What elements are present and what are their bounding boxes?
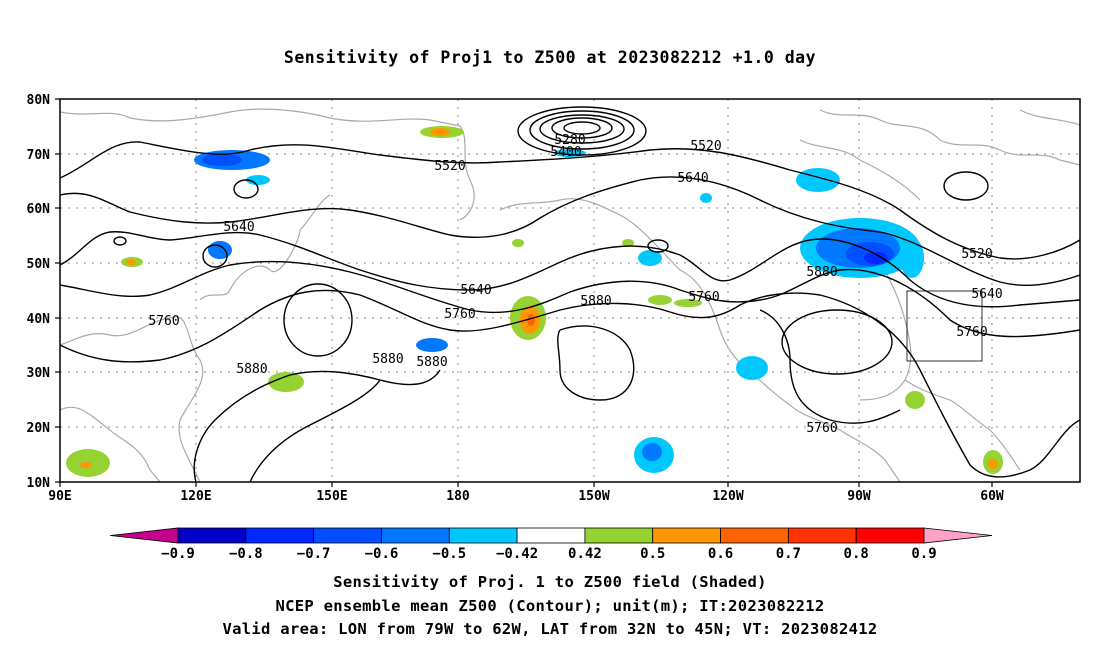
contour-label: 5880 (416, 355, 447, 370)
contour-label: 5880 (236, 362, 267, 377)
shade-blob (905, 391, 925, 409)
contour-label: 5760 (148, 314, 179, 329)
contour-label: 5400 (550, 145, 581, 160)
lon-label: 150E (316, 489, 347, 504)
colorbar-label: −0.42 (496, 546, 538, 562)
contour-label: 5640 (223, 220, 254, 235)
colorbar-segment (448, 527, 518, 544)
colorbar-label: 0.6 (708, 546, 733, 562)
contour-label: 5880 (806, 265, 837, 280)
colorbar-segment (381, 527, 450, 544)
caption-contour: NCEP ensemble mean Z500 (Contour); unit(… (275, 597, 825, 615)
shade-blob (736, 356, 768, 380)
colorbar-segment (516, 527, 586, 544)
colorbar-label: 0.8 (844, 546, 869, 562)
contour-label: 5520 (690, 139, 721, 154)
lon-label: 90E (48, 489, 71, 504)
shade-blob (900, 238, 924, 278)
shade-blob (126, 259, 136, 265)
shade-blob (642, 443, 662, 461)
shade-blob (674, 299, 702, 307)
colorbar-segment (720, 527, 789, 544)
lat-label: 70N (27, 148, 51, 163)
contour-label: 5760 (806, 421, 837, 436)
contour-label: 5880 (580, 294, 611, 309)
colorbar-segment (652, 527, 721, 544)
contour-label: 5640 (971, 287, 1002, 302)
contour-label: 5520 (434, 159, 465, 174)
colorbar-segment (313, 527, 382, 544)
contour-label: 5880 (372, 352, 403, 367)
contour-label: 5640 (677, 171, 708, 186)
colorbar-label: 0.9 (911, 546, 936, 562)
z500-contours (60, 106, 1080, 482)
lat-label: 30N (27, 366, 51, 381)
shade-blob (202, 154, 242, 166)
valid-area-box (906, 290, 983, 362)
shade-blob (648, 295, 672, 305)
colorbar-label: −0.9 (161, 546, 195, 562)
lat-label: 40N (27, 312, 51, 327)
shade-blob (416, 338, 448, 352)
colorbar-label: 0.42 (568, 546, 602, 562)
colorbar-end-high (923, 527, 993, 544)
shade-blob (638, 250, 662, 266)
lon-label: 120E (180, 489, 211, 504)
colorbar-segment (855, 527, 925, 544)
lat-label: 20N (27, 421, 51, 436)
colorbar: −0.9 −0.8 −0.7 −0.6 −0.5 −0.42 0.42 0.5 0.6 0.7 0.… (109, 527, 993, 562)
lat-label: 50N (27, 257, 51, 272)
contour-label: 5760 (688, 290, 719, 305)
contour-label: 5280 (554, 133, 585, 148)
shade-blob (988, 459, 998, 469)
colorbar-segment (245, 527, 315, 544)
colorbar-segment (787, 527, 857, 544)
colorbar-label: 0.5 (640, 546, 665, 562)
shade-blob (208, 241, 232, 259)
shade-blob (430, 128, 450, 136)
contour-labels: 5280 5400 5520 5520 5640 5640 5520 5640 … (148, 133, 1002, 436)
colorbar-label: 0.7 (776, 546, 801, 562)
longitude-labels: 90E 120E 150E 180 150W 120W 90W 60W (48, 489, 1004, 504)
lat-label: 10N (27, 476, 51, 491)
colorbar-label: −0.6 (365, 546, 399, 562)
caption-valid-area: Valid area: LON from 79W to 62W, LAT fro… (222, 620, 878, 638)
contour-label: 5520 (961, 247, 992, 262)
shade-blob (622, 239, 634, 247)
shade-blob (246, 175, 270, 185)
coastlines (60, 108, 1080, 482)
map-frame (59, 98, 1081, 483)
contour-label: 5640 (460, 283, 491, 298)
colorbar-segment (584, 527, 654, 544)
latitude-labels: 80N 70N 60N 50N 40N 30N 20N 10N (27, 93, 51, 491)
colorbar-label: −0.8 (229, 546, 263, 562)
colorbar-segment (177, 527, 247, 544)
shade-blob (796, 168, 840, 192)
lat-label: 60N (27, 202, 51, 217)
shade-blob (864, 252, 888, 264)
colorbar-label: −0.5 (432, 546, 466, 562)
lon-label: 120W (712, 489, 743, 504)
contour-label: 5760 (444, 307, 475, 322)
lon-label: 90W (847, 489, 871, 504)
colorbar-end-low (109, 527, 179, 544)
colorbar-label: −0.7 (297, 546, 331, 562)
shade-blob (268, 372, 304, 392)
shade-blob (512, 239, 524, 247)
shade-blob (527, 314, 535, 326)
lat-label: 80N (27, 93, 51, 108)
lon-label: 60W (980, 489, 1004, 504)
lon-label: 150W (578, 489, 609, 504)
contour-label: 5760 (956, 325, 987, 340)
map-title: Sensitivity of Proj1 to Z500 at 20230822… (283, 48, 817, 67)
shade-blob (80, 462, 92, 468)
lon-label: 180 (446, 489, 470, 504)
caption-shading: Sensitivity of Proj. 1 to Z500 field (Sh… (333, 573, 767, 591)
axis-ticks (55, 98, 993, 487)
shade-blob (700, 193, 712, 203)
